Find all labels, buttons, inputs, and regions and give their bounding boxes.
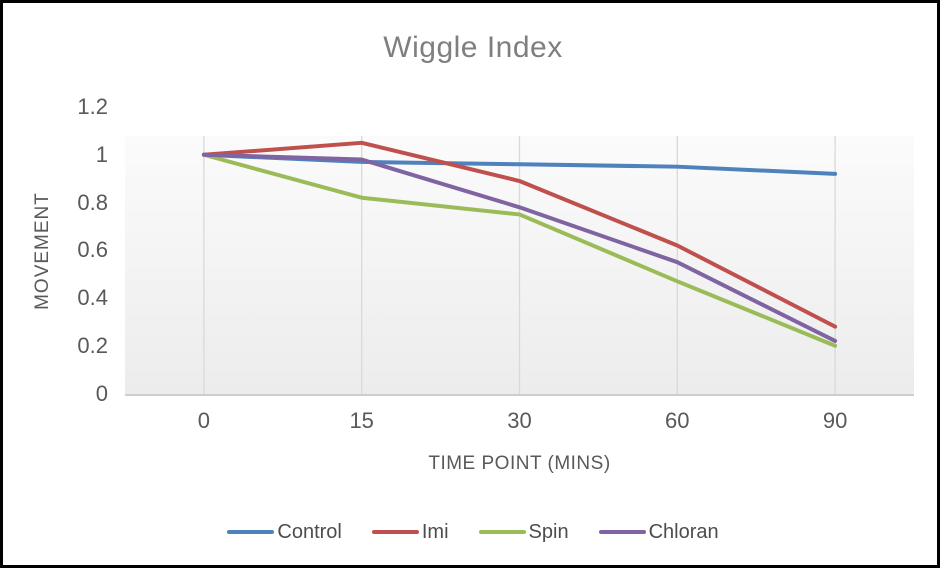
legend-label: Control — [277, 520, 342, 543]
legend-swatch-control — [227, 530, 275, 534]
legend-swatch-spin — [478, 530, 526, 534]
series-line-spin — [201, 152, 838, 348]
y-tick-label: 1 — [95, 141, 108, 167]
y-tick-label: 0.6 — [77, 237, 108, 263]
y-axis-title: MOVEMENT — [32, 192, 53, 310]
legend-label: Spin — [528, 520, 569, 543]
legend-item-imi: Imi — [371, 520, 449, 544]
legend-label: Chloran — [648, 520, 719, 543]
x-tick-label: 60 — [665, 408, 690, 433]
legend-item-spin: Spin — [478, 520, 569, 544]
legend-swatch-imi — [371, 530, 419, 534]
y-tick-label: 0 — [95, 380, 108, 406]
x-tick-label: 90 — [822, 408, 848, 433]
x-tick-label: 0 — [197, 408, 211, 433]
y-tick-label: 0.4 — [77, 285, 108, 310]
y-tick-label: 0.2 — [77, 332, 108, 358]
x-tick-label: 30 — [507, 408, 532, 433]
legend-swatch-chloran — [598, 530, 646, 534]
plot-area — [125, 136, 914, 396]
y-tick-label: 1.2 — [77, 94, 108, 119]
legend-label: Imi — [421, 520, 449, 543]
series-line-imi — [201, 140, 838, 329]
x-axis-title: TIME POINT (MINS) — [428, 453, 611, 474]
y-tick-label: 0.8 — [77, 189, 108, 215]
series-line-chloran — [201, 152, 838, 343]
x-tick-label: 15 — [349, 408, 374, 433]
chart-title: Wiggle Index — [383, 31, 563, 64]
legend: Control Imi Spin Chloran — [3, 518, 937, 546]
legend-item-chloran: Chloran — [598, 520, 719, 544]
legend-item-control: Control — [227, 520, 342, 544]
